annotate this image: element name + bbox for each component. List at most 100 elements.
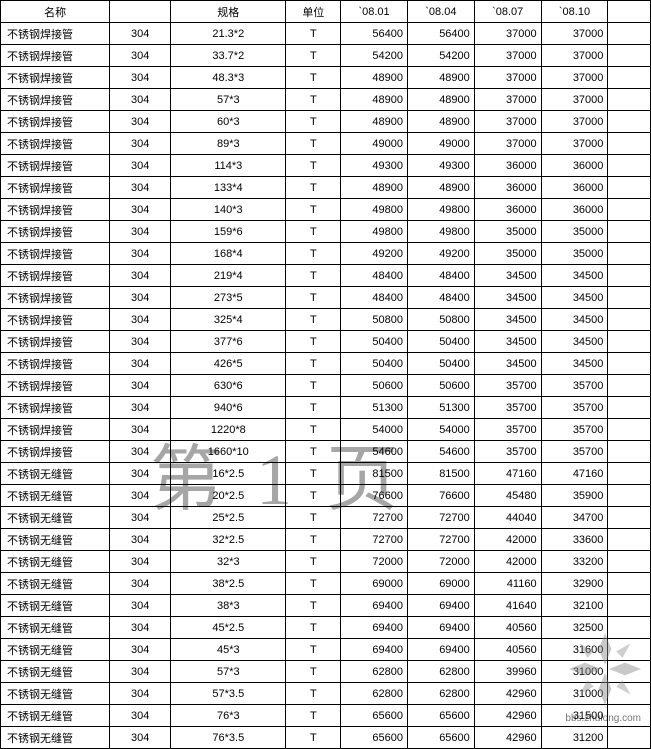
table-row: 不锈钢焊接管304114*3T49300493003600036000 bbox=[1, 155, 651, 177]
cell-0804: 62800 bbox=[407, 661, 474, 683]
cell-0804: 54000 bbox=[407, 419, 474, 441]
cell-empty bbox=[608, 727, 651, 749]
col-header-0804: `08.04 bbox=[407, 1, 474, 23]
cell-0801: 51300 bbox=[341, 397, 408, 419]
cell-0807: 37000 bbox=[474, 111, 541, 133]
cell-name: 不锈钢无缝管 bbox=[1, 705, 110, 727]
cell-spec: 76*3.5 bbox=[171, 727, 286, 749]
cell-empty bbox=[608, 23, 651, 45]
cell-grade: 304 bbox=[110, 331, 171, 353]
cell-unit: T bbox=[286, 353, 341, 375]
cell-unit: T bbox=[286, 705, 341, 727]
cell-empty bbox=[608, 265, 651, 287]
cell-grade: 304 bbox=[110, 309, 171, 331]
cell-0801: 69400 bbox=[341, 617, 408, 639]
cell-0801: 69400 bbox=[341, 595, 408, 617]
cell-0801: 65600 bbox=[341, 727, 408, 749]
table-row: 不锈钢无缝管30416*2.5T81500815004716047160 bbox=[1, 463, 651, 485]
cell-0804: 65600 bbox=[407, 727, 474, 749]
cell-grade: 304 bbox=[110, 595, 171, 617]
price-table-container: 名称 规格 单位 `08.01 `08.04 `08.07 `08.10 不锈钢… bbox=[0, 0, 651, 749]
cell-empty bbox=[608, 287, 651, 309]
cell-empty bbox=[608, 353, 651, 375]
cell-spec: 168*4 bbox=[171, 243, 286, 265]
table-row: 不锈钢无缝管30476*3T65600656004296031500 bbox=[1, 705, 651, 727]
cell-name: 不锈钢焊接管 bbox=[1, 67, 110, 89]
cell-name: 不锈钢无缝管 bbox=[1, 463, 110, 485]
cell-0804: 48900 bbox=[407, 67, 474, 89]
cell-0807: 36000 bbox=[474, 177, 541, 199]
cell-0804: 50400 bbox=[407, 331, 474, 353]
cell-unit: T bbox=[286, 199, 341, 221]
cell-unit: T bbox=[286, 639, 341, 661]
cell-0804: 48400 bbox=[407, 287, 474, 309]
table-row: 不锈钢焊接管304219*4T48400484003450034500 bbox=[1, 265, 651, 287]
cell-spec: 1220*8 bbox=[171, 419, 286, 441]
cell-grade: 304 bbox=[110, 133, 171, 155]
cell-name: 不锈钢无缝管 bbox=[1, 617, 110, 639]
cell-spec: 45*2.5 bbox=[171, 617, 286, 639]
cell-empty bbox=[608, 67, 651, 89]
cell-0804: 51300 bbox=[407, 397, 474, 419]
table-row: 不锈钢无缝管30432*3T72000720004200033200 bbox=[1, 551, 651, 573]
cell-0804: 48900 bbox=[407, 177, 474, 199]
cell-spec: 114*3 bbox=[171, 155, 286, 177]
cell-grade: 304 bbox=[110, 705, 171, 727]
cell-0807: 42960 bbox=[474, 727, 541, 749]
cell-name: 不锈钢焊接管 bbox=[1, 155, 110, 177]
cell-0804: 72700 bbox=[407, 507, 474, 529]
cell-name: 不锈钢焊接管 bbox=[1, 419, 110, 441]
cell-empty bbox=[608, 661, 651, 683]
cell-name: 不锈钢焊接管 bbox=[1, 309, 110, 331]
cell-spec: 940*6 bbox=[171, 397, 286, 419]
cell-name: 不锈钢焊接管 bbox=[1, 397, 110, 419]
cell-0801: 50400 bbox=[341, 331, 408, 353]
cell-empty bbox=[608, 551, 651, 573]
cell-spec: 426*5 bbox=[171, 353, 286, 375]
cell-0801: 50400 bbox=[341, 353, 408, 375]
cell-0804: 72700 bbox=[407, 529, 474, 551]
cell-spec: 630*6 bbox=[171, 375, 286, 397]
cell-spec: 45*3 bbox=[171, 639, 286, 661]
cell-grade: 304 bbox=[110, 177, 171, 199]
table-row: 不锈钢无缝管30425*2.5T72700727004404034700 bbox=[1, 507, 651, 529]
cell-spec: 273*5 bbox=[171, 287, 286, 309]
cell-0807: 35000 bbox=[474, 243, 541, 265]
table-row: 不锈钢焊接管304940*6T51300513003570035700 bbox=[1, 397, 651, 419]
cell-grade: 304 bbox=[110, 111, 171, 133]
table-row: 不锈钢无缝管30438*3T69400694004164032100 bbox=[1, 595, 651, 617]
cell-empty bbox=[608, 133, 651, 155]
cell-spec: 219*4 bbox=[171, 265, 286, 287]
cell-name: 不锈钢焊接管 bbox=[1, 243, 110, 265]
cell-0807: 36000 bbox=[474, 199, 541, 221]
cell-0810: 34700 bbox=[541, 507, 608, 529]
cell-grade: 304 bbox=[110, 243, 171, 265]
table-row: 不锈钢无缝管30420*2.5T76600766004548035900 bbox=[1, 485, 651, 507]
cell-0810: 35900 bbox=[541, 485, 608, 507]
cell-0810: 35700 bbox=[541, 397, 608, 419]
cell-0804: 54600 bbox=[407, 441, 474, 463]
cell-unit: T bbox=[286, 309, 341, 331]
table-row: 不锈钢焊接管30460*3T48900489003700037000 bbox=[1, 111, 651, 133]
cell-unit: T bbox=[286, 111, 341, 133]
cell-unit: T bbox=[286, 45, 341, 67]
cell-grade: 304 bbox=[110, 155, 171, 177]
cell-spec: 33.7*2 bbox=[171, 45, 286, 67]
cell-grade: 304 bbox=[110, 23, 171, 45]
cell-grade: 304 bbox=[110, 353, 171, 375]
cell-0807: 34500 bbox=[474, 309, 541, 331]
cell-grade: 304 bbox=[110, 683, 171, 705]
cell-0801: 54000 bbox=[341, 419, 408, 441]
cell-0804: 49800 bbox=[407, 199, 474, 221]
cell-0801: 81500 bbox=[341, 463, 408, 485]
cell-0810: 35700 bbox=[541, 419, 608, 441]
cell-0810: 37000 bbox=[541, 89, 608, 111]
cell-0810: 35000 bbox=[541, 221, 608, 243]
cell-0810: 47160 bbox=[541, 463, 608, 485]
cell-0807: 37000 bbox=[474, 45, 541, 67]
cell-spec: 32*2.5 bbox=[171, 529, 286, 551]
col-header-empty bbox=[608, 1, 651, 23]
cell-empty bbox=[608, 331, 651, 353]
cell-0804: 65600 bbox=[407, 705, 474, 727]
cell-0804: 69400 bbox=[407, 595, 474, 617]
